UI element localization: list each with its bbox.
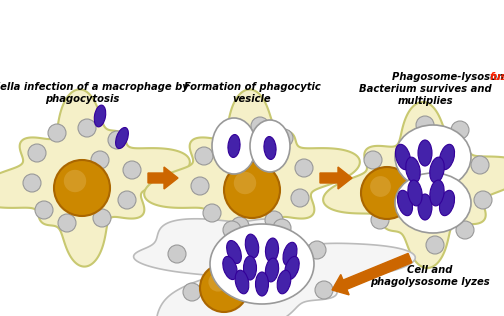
FancyArrow shape: [148, 167, 178, 189]
Circle shape: [295, 159, 313, 177]
Ellipse shape: [228, 135, 240, 157]
Text: fusion: fusion: [490, 72, 504, 82]
Circle shape: [48, 124, 66, 142]
Ellipse shape: [94, 105, 106, 127]
Circle shape: [191, 177, 209, 195]
Ellipse shape: [408, 180, 422, 206]
Ellipse shape: [398, 190, 413, 216]
Polygon shape: [134, 219, 415, 316]
Ellipse shape: [265, 258, 279, 282]
Circle shape: [426, 236, 444, 254]
Circle shape: [118, 191, 136, 209]
Ellipse shape: [396, 144, 411, 170]
Text: Bacterium survives and: Bacterium survives and: [359, 84, 491, 94]
Circle shape: [200, 264, 248, 312]
Circle shape: [291, 189, 309, 207]
Circle shape: [195, 147, 213, 165]
Circle shape: [471, 156, 489, 174]
Text: phagocytosis: phagocytosis: [45, 94, 119, 104]
Ellipse shape: [250, 120, 290, 172]
Circle shape: [273, 219, 291, 237]
Ellipse shape: [223, 256, 237, 280]
Circle shape: [474, 191, 492, 209]
Ellipse shape: [406, 157, 420, 183]
Ellipse shape: [418, 194, 432, 220]
Circle shape: [451, 121, 469, 139]
Circle shape: [361, 167, 413, 219]
Text: multiplies: multiplies: [397, 96, 453, 106]
Circle shape: [91, 151, 109, 169]
Ellipse shape: [266, 238, 279, 262]
Circle shape: [168, 245, 186, 263]
Text: vesicle: vesicle: [233, 94, 271, 104]
Circle shape: [265, 211, 283, 229]
Circle shape: [371, 211, 389, 229]
Ellipse shape: [430, 180, 444, 206]
Circle shape: [203, 204, 221, 222]
Text: Cell and: Cell and: [407, 265, 453, 275]
Ellipse shape: [235, 270, 249, 294]
Text: Formation of phagocytic: Formation of phagocytic: [183, 82, 321, 92]
Circle shape: [54, 160, 110, 216]
Ellipse shape: [264, 137, 276, 160]
Circle shape: [35, 201, 53, 219]
Circle shape: [224, 162, 280, 218]
Circle shape: [231, 217, 249, 235]
Circle shape: [370, 176, 391, 197]
Ellipse shape: [256, 272, 269, 296]
Circle shape: [93, 209, 111, 227]
Text: phagolysosome lyzes: phagolysosome lyzes: [370, 277, 490, 287]
Ellipse shape: [430, 157, 444, 183]
Ellipse shape: [212, 118, 256, 174]
Ellipse shape: [439, 144, 455, 170]
Ellipse shape: [418, 140, 432, 166]
Circle shape: [234, 172, 256, 194]
Ellipse shape: [115, 127, 129, 149]
Text: Coxiella infection of a macrophage by: Coxiella infection of a macrophage by: [0, 82, 188, 92]
Ellipse shape: [227, 240, 241, 264]
Circle shape: [108, 131, 126, 149]
Ellipse shape: [210, 224, 314, 304]
Circle shape: [183, 283, 201, 301]
FancyArrow shape: [320, 167, 352, 189]
Circle shape: [456, 221, 474, 239]
Circle shape: [78, 119, 96, 137]
Circle shape: [58, 214, 76, 232]
Circle shape: [64, 170, 86, 192]
Polygon shape: [0, 89, 190, 267]
Ellipse shape: [285, 256, 299, 280]
Circle shape: [308, 241, 326, 259]
Ellipse shape: [243, 256, 257, 280]
FancyArrow shape: [332, 253, 412, 295]
Ellipse shape: [245, 234, 259, 258]
Circle shape: [208, 272, 228, 292]
Circle shape: [28, 144, 46, 162]
Circle shape: [275, 129, 293, 147]
Circle shape: [416, 116, 434, 134]
Ellipse shape: [395, 125, 471, 189]
Text: Phagosome-lysosome: Phagosome-lysosome: [392, 72, 504, 82]
Circle shape: [364, 151, 382, 169]
Circle shape: [251, 117, 269, 135]
Ellipse shape: [277, 270, 291, 294]
Polygon shape: [144, 89, 360, 267]
Polygon shape: [323, 102, 504, 268]
Circle shape: [215, 127, 233, 145]
Circle shape: [315, 281, 333, 299]
Circle shape: [223, 221, 241, 239]
Circle shape: [123, 161, 141, 179]
Ellipse shape: [395, 173, 471, 233]
Ellipse shape: [439, 190, 455, 216]
Ellipse shape: [283, 242, 297, 266]
Circle shape: [23, 174, 41, 192]
Circle shape: [361, 181, 379, 199]
